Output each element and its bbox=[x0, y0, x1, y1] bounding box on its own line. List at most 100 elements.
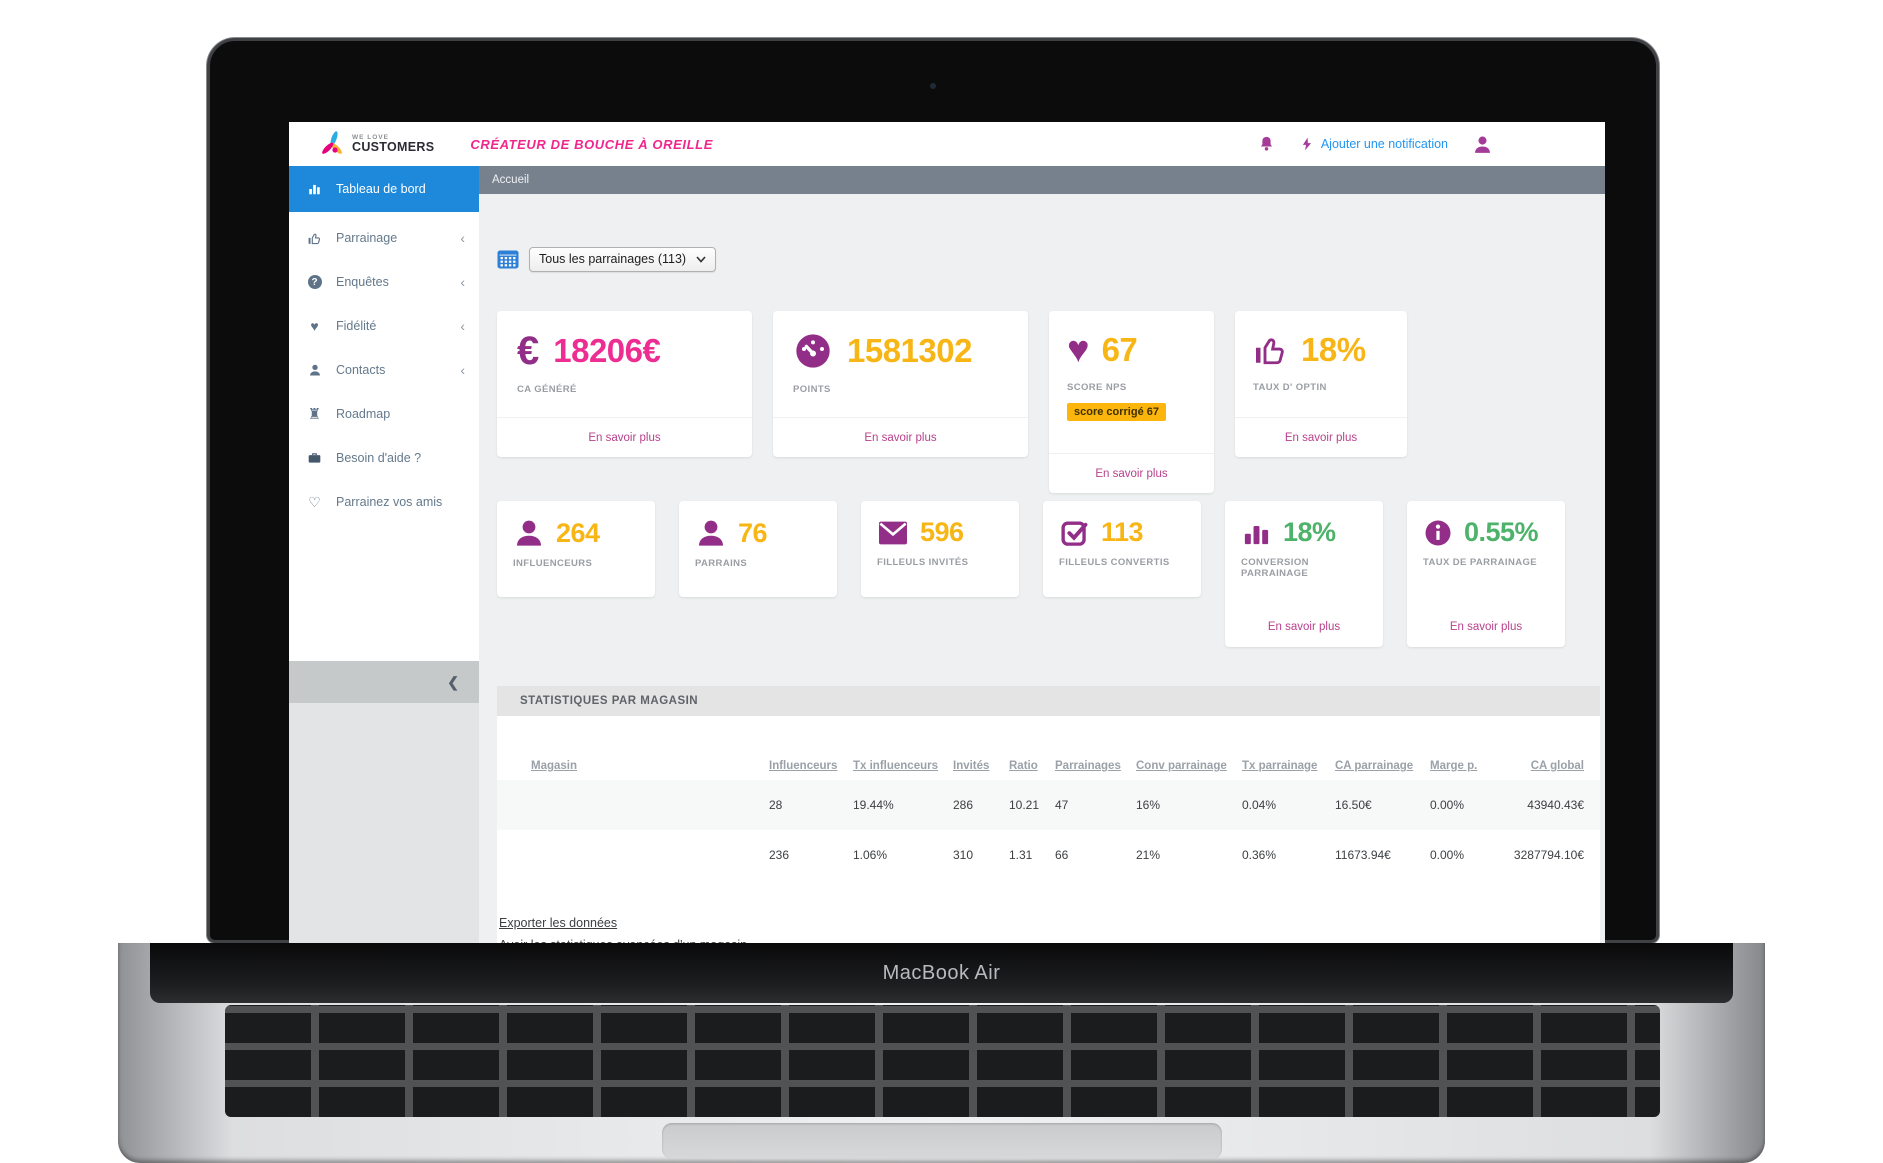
bar-chart-icon bbox=[306, 182, 323, 196]
device-label: MacBook Air bbox=[882, 961, 1001, 984]
col-influenceurs[interactable]: Influenceurs bbox=[769, 760, 838, 772]
user-avatar-icon[interactable] bbox=[1472, 134, 1493, 155]
sidebar-collapse-button[interactable]: ❮ bbox=[289, 661, 479, 703]
sidebar-item-fidelite[interactable]: ♥ Fidélité ‹ bbox=[289, 304, 479, 348]
sidebar-item-roadmap[interactable]: ♜ Roadmap bbox=[289, 392, 479, 436]
sidebar-item-tableau-de-bord[interactable]: Tableau de bord bbox=[289, 166, 479, 212]
kpi-label: POINTS bbox=[793, 384, 831, 395]
cell: 11673.94€ bbox=[1335, 848, 1391, 862]
bar-chart-icon bbox=[1244, 526, 1269, 545]
select-value: Tous les parrainages (113) bbox=[539, 252, 687, 266]
sidebar-item-contacts[interactable]: Contacts ‹ bbox=[289, 348, 479, 392]
col-ca-parrainage[interactable]: CA parrainage bbox=[1335, 760, 1414, 772]
breadcrumb-accueil[interactable]: Accueil bbox=[492, 174, 530, 186]
cell: 1.06% bbox=[853, 848, 888, 862]
sidebar-item-label: Fidélité bbox=[336, 319, 377, 333]
sidebar-item-enquetes[interactable]: ? Enquêtes ‹ bbox=[289, 260, 479, 304]
info-icon bbox=[1425, 520, 1451, 545]
logo-wordmark-top: WE LOVE bbox=[352, 133, 389, 141]
kpi-card-filleuls-invites: 596 FILLEULS INVITÉS bbox=[861, 501, 1019, 597]
thumbs-up-icon bbox=[1256, 338, 1284, 365]
kpi-label: CONVERSION PARRAINAGE bbox=[1241, 557, 1309, 579]
col-ratio[interactable]: Ratio bbox=[1009, 760, 1038, 772]
kpi-value: 76 bbox=[738, 517, 768, 548]
laptop-lid: WE LOVE CUSTOMERS CRÉATEUR DE BOUCHE À O… bbox=[207, 38, 1659, 943]
kpi-card-filleuls-convertis: 113 FILLEULS CONVERTIS bbox=[1043, 501, 1201, 597]
kpi-card-taux-de-parrainage: 0.55% TAUX DE PARRAINAGE En savoir plus bbox=[1407, 501, 1565, 647]
col-marge-p[interactable]: Marge p. bbox=[1430, 760, 1478, 772]
cell: 10.21 bbox=[1009, 780, 1055, 830]
col-invites[interactable]: Invités bbox=[953, 760, 990, 772]
chevron-left-icon: ‹ bbox=[460, 318, 465, 334]
logo-wordmark-main: CUSTOMERS bbox=[352, 140, 435, 154]
en-savoir-plus-link[interactable]: En savoir plus bbox=[864, 431, 937, 444]
col-tx-parrainage[interactable]: Tx parrainage bbox=[1242, 760, 1318, 772]
cell: 16% bbox=[1136, 780, 1242, 830]
secondary-stats-link[interactable]: Avoir les statistiques avancées d'un mag… bbox=[499, 938, 1600, 943]
kpi-label: SCORE NPS bbox=[1067, 382, 1127, 393]
lightning-icon bbox=[1302, 137, 1311, 151]
chevron-left-icon: ‹ bbox=[460, 230, 465, 246]
cell: 0.00% bbox=[1430, 780, 1496, 830]
kpi-label: TAUX DE PARRAINAGE bbox=[1423, 557, 1537, 568]
cell: 236 bbox=[769, 848, 790, 862]
cell: 16.50€ bbox=[1335, 780, 1430, 830]
sidebar-item-parrainez-vos-amis[interactable]: ♡ Parrainez vos amis bbox=[289, 480, 479, 524]
calendar-icon[interactable] bbox=[497, 249, 519, 269]
kpi-card-points: 1581302 POINTS En savoir plus bbox=[773, 311, 1028, 457]
cell: 1.31 bbox=[1009, 848, 1033, 862]
header-actions: Ajouter une notification bbox=[1257, 134, 1605, 155]
kpi-value: 264 bbox=[556, 517, 600, 548]
kpi-label: INFLUENCEURS bbox=[513, 558, 593, 569]
kpi-card-score-nps: ♥ 67 SCORE NPS score corrigé 67 En savoi… bbox=[1049, 311, 1214, 493]
en-savoir-plus-link[interactable]: En savoir plus bbox=[1095, 467, 1168, 480]
envelope-icon bbox=[879, 521, 907, 544]
heart-icon: ♥ bbox=[310, 318, 319, 334]
sidebar-item-label: Parrainage bbox=[336, 231, 398, 245]
col-parrainages[interactable]: Parrainages bbox=[1055, 760, 1121, 772]
chevron-down-icon bbox=[696, 255, 706, 263]
logo-text: WE LOVE CUSTOMERS bbox=[352, 133, 435, 154]
bell-icon[interactable] bbox=[1257, 134, 1276, 154]
kpi-card-conversion-parrainage: 18% CONVERSION PARRAINAGE En savoir plus bbox=[1225, 501, 1383, 647]
stats-par-magasin-section: STATISTIQUES PAR MAGASIN bbox=[497, 686, 1600, 943]
en-savoir-plus-link[interactable]: En savoir plus bbox=[1284, 431, 1358, 444]
logo-link[interactable]: WE LOVE CUSTOMERS bbox=[319, 131, 434, 157]
col-tx-influenceurs[interactable]: Tx influenceurs bbox=[853, 760, 938, 772]
kpi-value: 596 bbox=[920, 517, 964, 547]
en-savoir-plus-link[interactable]: En savoir plus bbox=[1449, 621, 1523, 633]
en-savoir-plus-link[interactable]: En savoir plus bbox=[1267, 621, 1341, 633]
table-header-row: Magasin Influenceurs Tx influenceurs Inv… bbox=[497, 750, 1600, 780]
kpi-value: 67 bbox=[1101, 331, 1138, 368]
add-notification-label: Ajouter une notification bbox=[1320, 137, 1448, 151]
kpi-label: FILLEULS INVITÉS bbox=[877, 557, 969, 568]
col-ca-global[interactable]: CA global bbox=[1530, 760, 1584, 772]
col-magasin[interactable]: Magasin bbox=[531, 760, 578, 772]
breadcrumb: Accueil bbox=[479, 166, 1605, 194]
sidebar-item-besoin-aide[interactable]: Besoin d'aide ? bbox=[289, 436, 479, 480]
person-icon bbox=[699, 520, 723, 546]
kpi-row-1: € 18206€ CA GÉNÉRÉ En savoir plus bbox=[497, 311, 1605, 493]
kpi-value: 1581302 bbox=[847, 332, 972, 369]
person-icon bbox=[306, 363, 323, 377]
rook-icon: ♜ bbox=[307, 406, 322, 423]
cell: 43940.43€ bbox=[1496, 780, 1600, 830]
laptop-base: MacBook Air bbox=[118, 943, 1765, 1163]
heart-outline-icon: ♡ bbox=[308, 493, 321, 510]
cell: 19.44% bbox=[853, 780, 953, 830]
parrainages-filter-select[interactable]: Tous les parrainages (113) bbox=[529, 246, 717, 272]
brand-tagline: CRÉATEUR DE BOUCHE À OREILLE bbox=[470, 136, 713, 152]
en-savoir-plus-link[interactable]: En savoir plus bbox=[588, 431, 661, 444]
add-notification-button[interactable]: Ajouter une notification bbox=[1300, 135, 1448, 153]
sidebar-item-label: Parrainez vos amis bbox=[336, 495, 443, 509]
col-conv-parrainage[interactable]: Conv parrainage bbox=[1136, 760, 1227, 772]
kpi-card-ca-genere: € 18206€ CA GÉNÉRÉ En savoir plus bbox=[497, 311, 752, 457]
app-header: WE LOVE CUSTOMERS CRÉATEUR DE BOUCHE À O… bbox=[289, 122, 1605, 166]
dashboard-app: WE LOVE CUSTOMERS CRÉATEUR DE BOUCHE À O… bbox=[289, 122, 1605, 943]
laptop-keyboard bbox=[225, 1005, 1660, 1117]
sidebar-item-label: Enquêtes bbox=[336, 275, 389, 289]
sidebar-item-parrainage[interactable]: Parrainage ‹ bbox=[289, 216, 479, 260]
kpi-value: 18% bbox=[1301, 331, 1366, 368]
export-data-link[interactable]: Exporter les données bbox=[499, 916, 618, 930]
cell-magasin bbox=[497, 830, 769, 880]
